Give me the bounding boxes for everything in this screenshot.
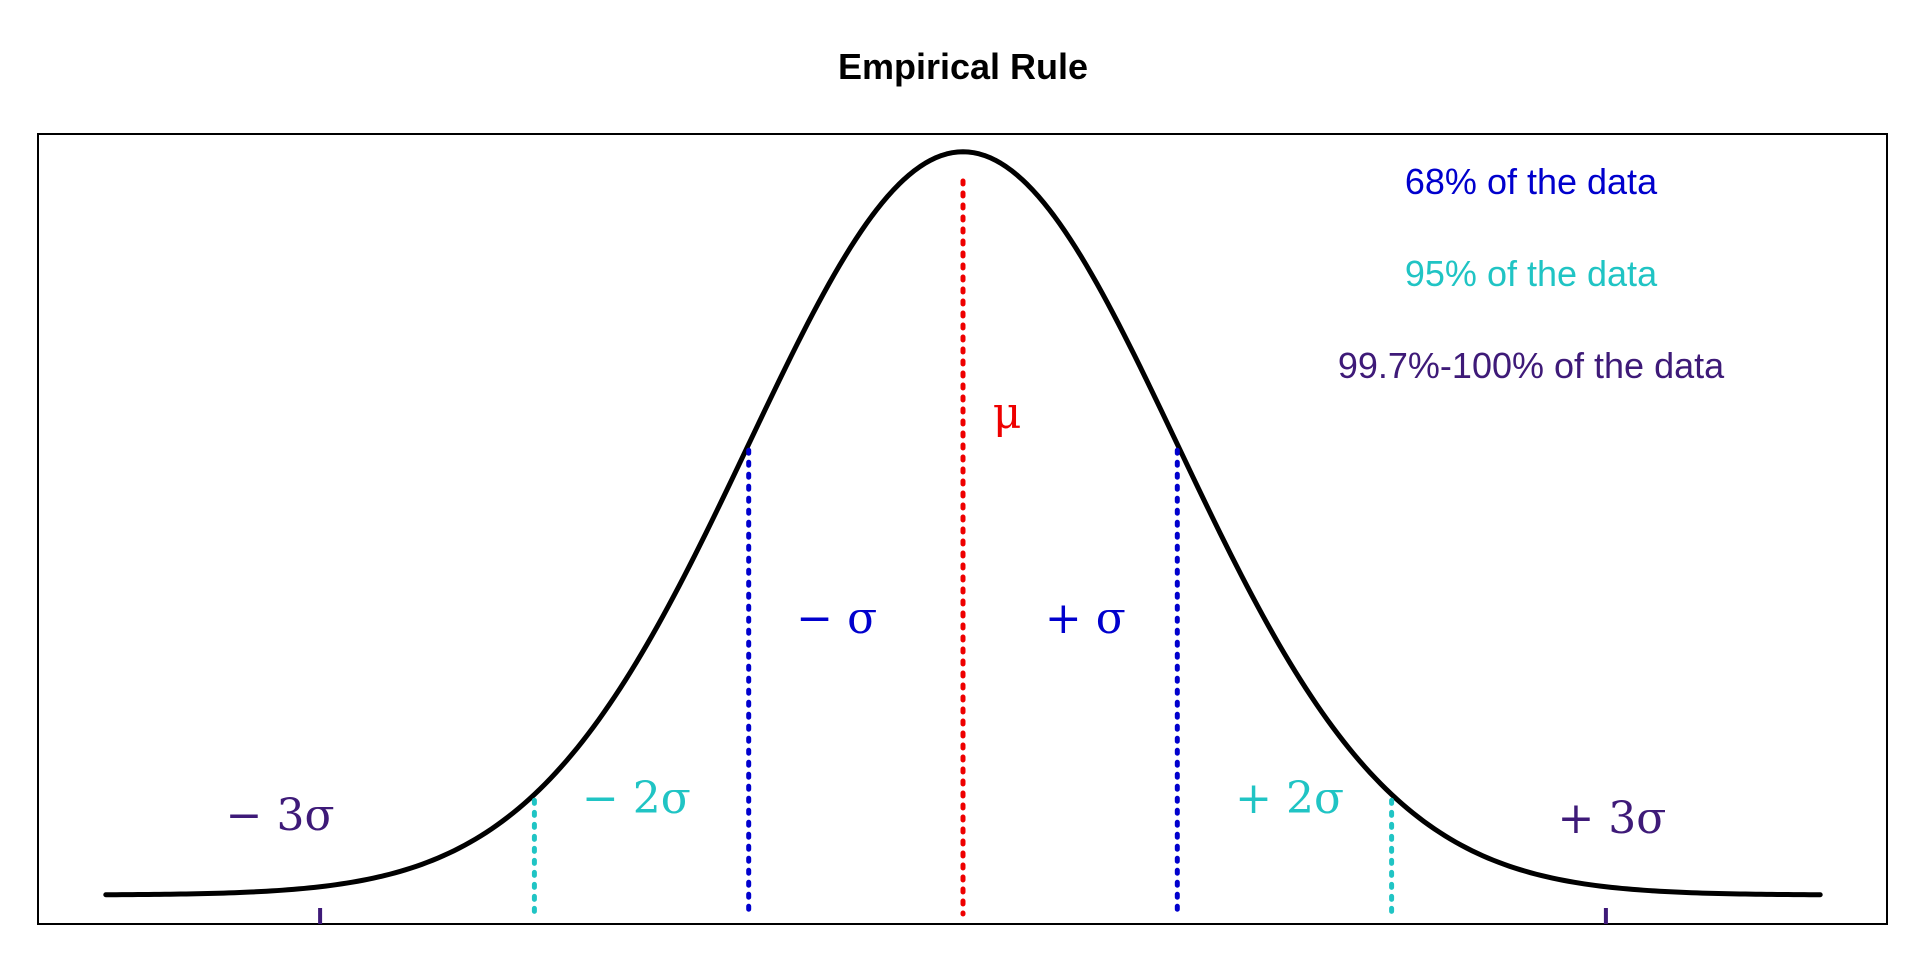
label-plus-3sigma: + 3σ (1557, 793, 1666, 844)
legend-item-1: 68% of the data (1405, 161, 1658, 202)
label-plus-1sigma: + σ (1045, 593, 1126, 644)
label-mu: μ (993, 388, 1022, 439)
legend-item-2: 95% of the data (1405, 253, 1658, 294)
label-plus-2sigma: + 2σ (1235, 773, 1344, 824)
legend-item-3: 99.7%-100% of the data (1338, 345, 1725, 386)
label-minus-1sigma: − σ (796, 593, 877, 644)
plot-area: μ − σ + σ − 2σ + 2σ − 3σ + 3σ 68% of the data 95… (103, 149, 1823, 924)
chart-title: Empirical Rule (838, 46, 1088, 87)
plot-frame (37, 133, 1888, 925)
label-minus-3sigma: − 3σ (226, 790, 335, 841)
label-minus-2sigma: − 2σ (582, 773, 691, 824)
density-curve (103, 149, 1823, 898)
